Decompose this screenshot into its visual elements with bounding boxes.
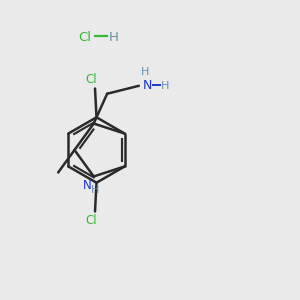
Text: Cl: Cl <box>85 214 97 227</box>
Text: N: N <box>82 179 91 192</box>
Text: Cl: Cl <box>85 73 97 86</box>
Text: Cl: Cl <box>79 31 92 44</box>
Text: H: H <box>109 31 119 44</box>
Text: H: H <box>91 185 99 195</box>
Text: H: H <box>141 68 149 77</box>
Text: H: H <box>161 81 169 91</box>
Text: N: N <box>142 79 152 92</box>
